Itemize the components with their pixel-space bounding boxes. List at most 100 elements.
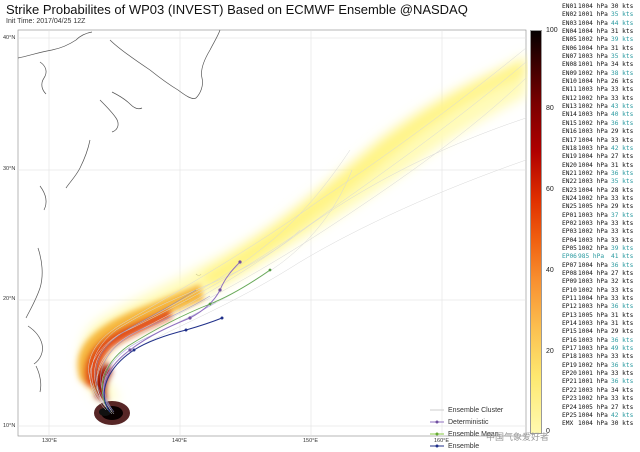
probability-swath-low <box>81 55 526 400</box>
member-pressure: 1004 hPa <box>578 420 608 428</box>
member-id: EP24 <box>562 403 577 411</box>
ensemble-track <box>103 316 224 413</box>
colorbar-tick-60: 60 <box>546 186 554 193</box>
track-legend: Ensemble Cluster Deterministic Ensemble … <box>430 404 522 452</box>
member-wind: 29 kts <box>611 203 634 211</box>
member-row: EN22 1003 hPa 35 kts <box>562 178 640 186</box>
member-wind: 33 kts <box>611 353 634 361</box>
colorbar-gradient <box>530 30 542 434</box>
member-pressure: 1004 hPa <box>578 328 608 336</box>
member-wind: 32 kts <box>611 278 634 286</box>
member-row: EP11 1004 hPa 33 kts <box>562 295 640 303</box>
member-pressure: 1001 hPa <box>578 11 608 19</box>
colorbar-tick-100: 100 <box>546 27 558 34</box>
member-id: EP07 <box>562 261 577 269</box>
page-title: Strike Probabilites of WP03 (INVEST) Bas… <box>6 2 468 17</box>
member-pressure: 1004 hPa <box>578 28 608 36</box>
member-wind: 36 kts <box>611 336 634 344</box>
member-pressure: 1002 hPa <box>578 361 608 369</box>
member-pressure: 1002 hPa <box>578 228 608 236</box>
member-row: EP08 1004 hPa 27 kts <box>562 270 640 278</box>
member-row: EN13 1002 hPa 43 kts <box>562 103 640 111</box>
member-row: EN25 1005 hPa 29 kts <box>562 203 640 211</box>
member-id: EN24 <box>562 194 577 202</box>
member-row: EP20 1001 hPa 33 kts <box>562 370 640 378</box>
member-row: EN03 1004 hPa 44 kts <box>562 20 640 28</box>
member-wind: 36 kts <box>611 303 634 311</box>
member-wind: 44 kts <box>611 19 634 27</box>
member-row: EP15 1004 hPa 29 kts <box>562 328 640 336</box>
member-wind: 31 kts <box>611 28 634 36</box>
legend-mean-label: Ensemble Mean <box>448 430 499 438</box>
member-wind: 33 kts <box>611 86 634 94</box>
member-row: EN11 1003 hPa 33 kts <box>562 86 640 94</box>
member-wind: 35 kts <box>611 178 634 186</box>
colorbar-tick-80: 80 <box>546 105 554 112</box>
member-row: EN19 1004 hPa 27 kts <box>562 153 640 161</box>
member-pressure: 1002 hPa <box>578 194 608 202</box>
member-row: EMX 1004 hPa 30 kts <box>562 420 640 428</box>
member-id: EN17 <box>562 136 577 144</box>
member-id: EP01 <box>562 211 577 219</box>
member-pressure: 1003 hPa <box>578 219 608 227</box>
member-pressure: 1004 hPa <box>578 44 608 52</box>
storm-core <box>94 401 130 425</box>
member-id: EN16 <box>562 128 577 136</box>
member-wind: 36 kts <box>611 361 634 369</box>
member-row: EN21 1002 hPa 36 kts <box>562 170 640 178</box>
member-row: EP12 1003 hPa 36 kts <box>562 303 640 311</box>
legend-cluster-label: Ensemble Cluster <box>448 406 504 414</box>
member-id: EMX <box>562 420 574 428</box>
member-id: EP20 <box>562 370 577 378</box>
member-wind: 33 kts <box>611 395 634 403</box>
legend-ensemble-label: Ensemble <box>448 442 480 450</box>
member-id: EN09 <box>562 69 577 77</box>
member-id: EP13 <box>562 311 577 319</box>
member-row: EP23 1002 hPa 33 kts <box>562 395 640 403</box>
member-id: EN03 <box>562 19 577 27</box>
member-row: EP06 985 hPa 41 kts <box>562 253 640 261</box>
member-id: EN19 <box>562 153 577 161</box>
lat-label-30: 30°N <box>3 166 16 172</box>
member-wind: 39 kts <box>611 244 634 252</box>
member-pressure: 1003 hPa <box>578 303 608 311</box>
member-wind: 41 kts <box>611 253 634 261</box>
lon-label-150: 150°E <box>303 438 319 444</box>
member-wind: 31 kts <box>611 311 634 319</box>
member-pressure: 1003 hPa <box>578 278 608 286</box>
member-pressure: 1002 hPa <box>578 244 608 252</box>
coastlines <box>17 29 221 393</box>
member-pressure: 1004 hPa <box>578 411 608 419</box>
member-id: EN12 <box>562 94 577 102</box>
member-row: EP17 1003 hPa 49 kts <box>562 345 640 353</box>
colorbar-tick-0: 0 <box>546 428 550 435</box>
lon-label-140: 140°E <box>172 438 188 444</box>
ensemble-line-icon <box>430 444 444 448</box>
member-id: EN13 <box>562 103 577 111</box>
lon-label-160: 160°E <box>434 438 450 444</box>
member-id: EN08 <box>562 61 577 69</box>
member-wind: 31 kts <box>611 161 634 169</box>
member-row: EP18 1003 hPa 33 kts <box>562 353 640 361</box>
member-pressure: 985 hPa <box>578 253 605 261</box>
probability-swath-mid <box>77 284 204 402</box>
lon-label-130: 130°E <box>42 438 58 444</box>
member-id: EP05 <box>562 244 577 252</box>
member-row: EP05 1002 hPa 39 kts <box>562 245 640 253</box>
member-pressure: 1001 hPa <box>578 378 608 386</box>
member-row: EN24 1002 hPa 33 kts <box>562 195 640 203</box>
member-wind: 31 kts <box>611 44 634 52</box>
member-row: EP21 1001 hPa 36 kts <box>562 378 640 386</box>
member-wind: 30 kts <box>611 420 634 428</box>
member-wind: 35 kts <box>611 11 634 19</box>
member-pressure: 1002 hPa <box>578 169 608 177</box>
member-wind: 28 kts <box>611 186 634 194</box>
member-wind: 33 kts <box>611 219 634 227</box>
member-row: EP14 1003 hPa 31 kts <box>562 320 640 328</box>
member-id: EP17 <box>562 345 577 353</box>
member-row: EP10 1002 hPa 33 kts <box>562 287 640 295</box>
member-id: EP02 <box>562 219 577 227</box>
member-row: EP13 1005 hPa 31 kts <box>562 312 640 320</box>
member-pressure: 1003 hPa <box>578 386 608 394</box>
member-row: EP25 1004 hPa 42 kts <box>562 412 640 420</box>
